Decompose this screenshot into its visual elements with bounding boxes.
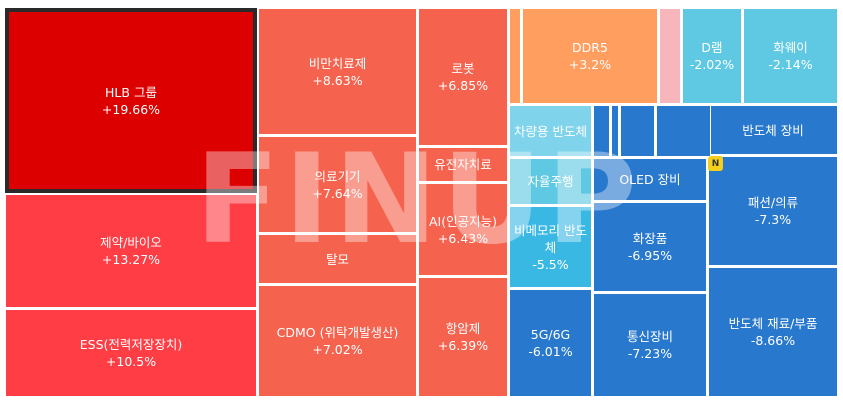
tile-label: 제약/바이오 <box>100 235 162 250</box>
tile-label: HLB 그룹 <box>105 84 157 100</box>
treemap-tile-hair[interactable]: 탈모 <box>258 234 417 284</box>
treemap-tile-pharma[interactable]: 제약/바이오 +13.27% <box>5 194 257 308</box>
treemap-tile-5g[interactable]: 5G/6G -6.01% <box>509 289 592 397</box>
treemap-tile-ai[interactable]: AI(인공지능) +6.43% <box>418 183 508 276</box>
treemap-tile-oled[interactable]: OLED 장비 <box>593 158 707 201</box>
tile-change: +6.85% <box>437 78 489 93</box>
treemap-tile-hlb[interactable]: HLB 그룹 +19.66% <box>5 8 257 193</box>
treemap-tile-dram[interactable]: D램 -2.02% <box>682 8 742 104</box>
tile-label: 차량용 반도체 <box>514 123 587 139</box>
treemap-tile-nonbenefit[interactable]: 비만치료제 +8.63% <box>258 8 417 135</box>
treemap-tile-semi-material[interactable]: 반도체 재료/부품 -8.66% <box>708 267 838 397</box>
tile-label: 패션/의류 <box>747 195 799 210</box>
treemap-tile-huawei[interactable]: 화웨이 -2.14% <box>743 8 838 104</box>
tile-label: CDMO (위탁개발생산) <box>276 325 399 340</box>
treemap-tile-robot[interactable]: 로봇 +6.85% <box>418 8 508 146</box>
tile-label: 자율주행 <box>527 174 574 189</box>
tile-change: -6.01% <box>528 344 573 359</box>
tile-change: +3.2% <box>568 57 612 72</box>
tile-change: -5.5% <box>532 256 569 272</box>
tile-change: +6.39% <box>437 338 489 353</box>
treemap-tile-fashion[interactable]: 패션/의류 -7.3% <box>708 156 838 266</box>
tile-change: +7.02% <box>312 342 363 357</box>
tile-label: AI(인공지능) <box>429 213 497 229</box>
tile-change: +10.5% <box>105 354 157 369</box>
treemap-tile-gene[interactable]: 유전자치료 <box>418 147 508 182</box>
treemap-tile-small-pink-1[interactable] <box>659 8 681 104</box>
treemap-tile-semi-equip[interactable]: 반도체 장비 <box>708 105 838 155</box>
tile-change: +8.63% <box>312 72 363 88</box>
treemap-tile-cdmo[interactable]: CDMO (위탁개발생산) +7.02% <box>258 285 417 397</box>
tile-label: 화웨이 <box>773 40 808 55</box>
treemap-tile-small-blue-2[interactable] <box>611 105 619 157</box>
tile-change: -7.3% <box>754 212 792 227</box>
tile-label: 화장품 <box>632 231 668 246</box>
tile-change: -7.23% <box>627 346 673 361</box>
treemap-tile-cosmetics[interactable]: 화장품 -6.95% <box>593 202 707 292</box>
treemap-tile-small-orange-1[interactable] <box>509 8 521 104</box>
treemap-tile-nonmemory[interactable]: 비메모리 반도체 -5.5% <box>509 206 592 288</box>
tile-label: 로봇 <box>451 61 475 76</box>
tile-label: D램 <box>701 40 723 55</box>
treemap-tile-anticancer[interactable]: 항암제 +6.39% <box>418 277 508 397</box>
treemap-tile-small-blue-4[interactable] <box>656 105 711 157</box>
treemap-tile-ess[interactable]: ESS(전력저장장치) +10.5% <box>5 309 257 397</box>
tile-label: 비만치료제 <box>308 55 367 71</box>
tile-change: -6.95% <box>627 248 673 263</box>
tile-change: +19.66% <box>101 101 161 117</box>
tile-label: 항암제 <box>445 321 481 336</box>
treemap-tile-telecom[interactable]: 통신장비 -7.23% <box>593 293 707 397</box>
tile-label: 통신장비 <box>626 329 673 344</box>
treemap-tile-medical[interactable]: 의료기기 +7.64% <box>258 136 417 233</box>
treemap-tile-autonomous[interactable]: 자율주행 <box>509 158 592 205</box>
tile-change: -2.14% <box>768 57 813 72</box>
treemap-tile-small-blue-1[interactable] <box>593 105 610 157</box>
treemap-tile-small-blue-3[interactable] <box>620 105 655 157</box>
tile-change: +6.43% <box>437 230 489 246</box>
tile-label: 비메모리 반도체 <box>514 222 587 255</box>
tile-label: OLED 장비 <box>619 172 681 187</box>
tile-change: -8.66% <box>750 333 796 348</box>
new-badge: N <box>708 156 723 171</box>
tile-change: +7.64% <box>312 185 363 201</box>
tile-label: 의료기기 <box>314 168 361 184</box>
tile-label: 5G/6G <box>530 327 571 342</box>
tile-label: 유전자치료 <box>434 157 492 172</box>
treemap-tile-auto-semi[interactable]: 차량용 반도체 <box>509 105 592 157</box>
tile-change: -2.02% <box>689 57 735 72</box>
tile-label: 반도체 재료/부품 <box>728 316 818 331</box>
tile-label: DDR5 <box>572 40 608 55</box>
tile-label: 반도체 장비 <box>742 122 804 138</box>
treemap-tile-ddr5[interactable]: DDR5 +3.2% <box>522 8 658 104</box>
tile-label: ESS(전력저장장치) <box>79 337 183 352</box>
tile-label: 탈모 <box>325 251 349 267</box>
tile-change: +13.27% <box>101 252 161 267</box>
